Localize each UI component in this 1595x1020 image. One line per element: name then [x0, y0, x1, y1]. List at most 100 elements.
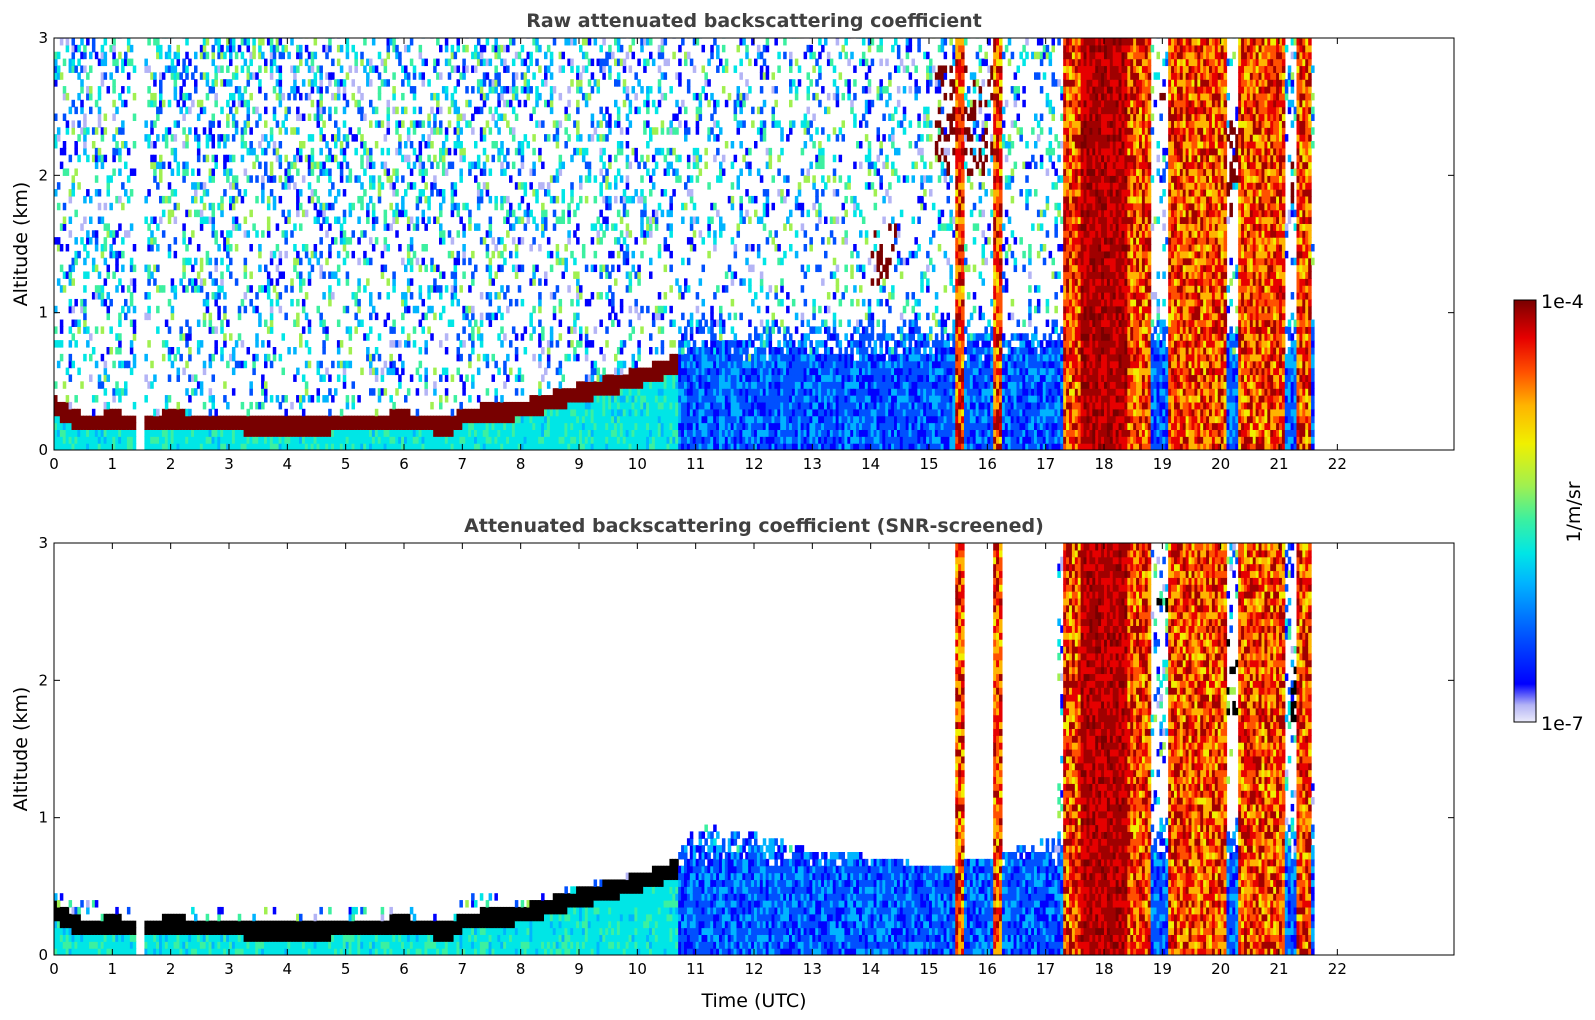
- heatmap-cell: [439, 422, 443, 430]
- heatmap-cell: [538, 182, 542, 190]
- heatmap-cell: [529, 429, 533, 437]
- heatmap-cell: [415, 388, 420, 396]
- heatmap-cell: [500, 58, 504, 67]
- heatmap-cell: [214, 99, 218, 108]
- heatmap-cell: [94, 237, 99, 245]
- heatmap-cell: [570, 154, 574, 163]
- heatmap-cell: [506, 230, 510, 238]
- heatmap-cell: [59, 401, 64, 410]
- heatmap-cell: [65, 408, 70, 417]
- heatmap-cell: [234, 72, 239, 80]
- heatmap-cell: [71, 65, 76, 73]
- heatmap-cell: [249, 72, 253, 80]
- heatmap-cell: [261, 429, 265, 437]
- heatmap-cell: [83, 141, 87, 149]
- heatmap-cell: [558, 51, 563, 60]
- heatmap-cell: [89, 422, 93, 430]
- heatmap-cell: [264, 264, 268, 273]
- heatmap-cell: [156, 244, 160, 252]
- heatmap-cell: [567, 422, 571, 430]
- heatmap-cell: [453, 436, 458, 444]
- heatmap-cell: [68, 154, 73, 163]
- heatmap-cell: [124, 422, 128, 430]
- heatmap-cell: [686, 161, 691, 170]
- heatmap-cell: [535, 264, 539, 273]
- heatmap-cell: [144, 429, 148, 437]
- heatmap-cell: [322, 319, 326, 327]
- heatmap-cell: [465, 120, 469, 128]
- heatmap-cell: [401, 65, 405, 73]
- heatmap-cell: [164, 443, 169, 450]
- heatmap-cell: [103, 360, 108, 369]
- heatmap-cell: [182, 285, 186, 293]
- heatmap-cell: [579, 326, 583, 334]
- heatmap-cell: [678, 436, 682, 444]
- heatmap-cell: [707, 99, 711, 108]
- heatmap-cell: [269, 161, 274, 170]
- heatmap-cell: [348, 175, 353, 183]
- heatmap-cell: [462, 257, 466, 266]
- heatmap-cell: [479, 408, 484, 417]
- heatmap-cell: [191, 422, 195, 430]
- heatmap-cell: [94, 127, 99, 135]
- heatmap-cell: [681, 408, 685, 417]
- heatmap-cell: [462, 147, 466, 156]
- heatmap-cell: [86, 86, 90, 94]
- heatmap-cell: [631, 443, 636, 450]
- heatmap-cell: [593, 408, 598, 417]
- heatmap-cell: [698, 381, 703, 389]
- heatmap-cell: [211, 353, 216, 362]
- heatmap-cell: [506, 216, 510, 224]
- heatmap-cell: [602, 374, 606, 382]
- heatmap-cell: [240, 443, 245, 450]
- heatmap-cell: [456, 120, 461, 128]
- heatmap-cell: [83, 285, 87, 293]
- heatmap-cell: [325, 141, 329, 149]
- heatmap-cell: [406, 79, 411, 87]
- heatmap-cell: [208, 127, 213, 135]
- heatmap-cell: [640, 388, 644, 396]
- heatmap-cell: [266, 443, 271, 450]
- heatmap-cell: [199, 278, 204, 286]
- heatmap-cell: [173, 120, 178, 128]
- heatmap-cell: [713, 99, 717, 108]
- heatmap-cell: [689, 388, 694, 396]
- heatmap-cell: [462, 436, 466, 444]
- heatmap-cell: [424, 381, 428, 389]
- heatmap-cell: [281, 271, 286, 279]
- heatmap-cell: [243, 127, 248, 135]
- heatmap-cell: [412, 436, 417, 444]
- heatmap-cell: [430, 305, 434, 314]
- heatmap-cell: [433, 422, 437, 430]
- heatmap-cell: [301, 209, 306, 218]
- heatmap-cell: [462, 250, 466, 259]
- heatmap-cell: [684, 353, 688, 362]
- heatmap-cell: [409, 38, 414, 46]
- heatmap-cell: [264, 92, 268, 101]
- heatmap-cell: [106, 347, 111, 355]
- heatmap-cell: [611, 422, 615, 430]
- heatmap-cell: [319, 415, 323, 424]
- heatmap-cell: [191, 230, 195, 238]
- heatmap-cell: [147, 381, 151, 389]
- heatmap-cell: [415, 305, 420, 314]
- heatmap-cell: [68, 326, 73, 334]
- heatmap-cell: [608, 44, 612, 53]
- heatmap-cell: [456, 44, 461, 53]
- heatmap-cell: [681, 292, 685, 300]
- heatmap-cell: [713, 429, 717, 437]
- heatmap-cell: [532, 237, 536, 245]
- heatmap-cell: [590, 134, 595, 142]
- heatmap-cell: [170, 312, 175, 321]
- heatmap-cell: [392, 429, 396, 437]
- heatmap-cell: [275, 395, 280, 403]
- heatmap-cell: [576, 388, 580, 396]
- heatmap-cell: [150, 161, 154, 170]
- heatmap-cell: [503, 168, 507, 176]
- heatmap-cell: [555, 257, 560, 266]
- heatmap-cell: [293, 319, 297, 327]
- heatmap-cell: [666, 415, 671, 424]
- heatmap-cell: [520, 86, 525, 94]
- heatmap-cell: [307, 271, 312, 279]
- heatmap-cell: [649, 415, 653, 424]
